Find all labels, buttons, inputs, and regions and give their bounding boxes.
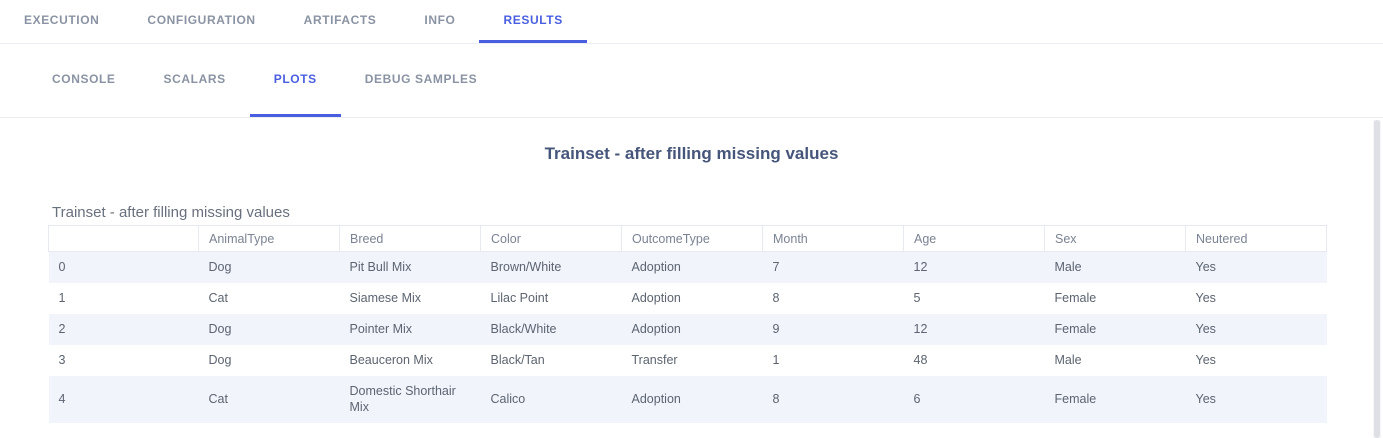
column-header-animaltype: AnimalType <box>198 225 340 252</box>
cell-outcometype: Adoption <box>631 391 681 406</box>
plot-panel: Trainset - after filling missing values … <box>0 118 1383 424</box>
cell-neutered: Yes <box>1195 260 1216 274</box>
cell-animaltype: Cat <box>208 391 228 406</box>
plot-title: Trainset - after filling missing values <box>544 144 839 163</box>
tab-artifacts[interactable]: ARTIFACTS <box>303 13 377 27</box>
cell-age: 6 <box>913 391 921 406</box>
cell-animaltype: Dog <box>208 321 232 336</box>
cell-age: 12 <box>913 321 928 336</box>
tab-execution[interactable]: EXECUTION <box>24 13 100 27</box>
subtab-debug-samples[interactable]: DEBUG SAMPLES <box>364 72 478 86</box>
cell-age: 5 <box>913 290 921 305</box>
cell-color: Black/White <box>490 321 557 336</box>
table-row: 1 Cat Siamese Mix Lilac Point Adoption 8… <box>48 282 1327 314</box>
table-row: 0 Dog Pit Bull Mix Brown/White Adoption … <box>48 251 1327 283</box>
table-title: Trainset - after filling missing values <box>52 204 290 221</box>
cell-month: 1 <box>772 352 780 367</box>
cell-neutered: Yes <box>1195 290 1216 305</box>
column-header-index <box>48 225 199 252</box>
cell-sex: Female <box>1054 391 1097 406</box>
cell-index: 1 <box>58 290 66 305</box>
cell-neutered: Yes <box>1195 321 1216 336</box>
subtab-scalars[interactable]: SCALARS <box>163 72 226 86</box>
cell-animaltype: Cat <box>208 290 228 305</box>
tab-results[interactable]: RESULTS <box>479 0 587 43</box>
column-header-outcometype: OutcomeType <box>621 225 763 252</box>
cell-animaltype: Dog <box>208 352 232 367</box>
data-table: AnimalType Breed Color OutcomeType Month… <box>48 225 1327 424</box>
cell-color: Lilac Point <box>490 290 549 305</box>
cell-sex: Female <box>1054 290 1097 305</box>
cell-month: 7 <box>772 260 780 274</box>
subtab-console[interactable]: CONSOLE <box>52 72 116 86</box>
table-row: 4 Cat Domestic Shorthair Mix Calico Adop… <box>48 375 1327 424</box>
tab-info[interactable]: INFO <box>424 13 456 27</box>
cell-breed: Domestic Shorthair Mix <box>349 383 456 415</box>
cell-outcometype: Adoption <box>631 290 681 305</box>
cell-month: 9 <box>772 321 780 336</box>
cell-breed: Pit Bull Mix <box>349 260 412 274</box>
cell-animaltype: Dog <box>208 260 232 274</box>
cell-outcometype: Adoption <box>631 321 681 336</box>
column-header-color: Color <box>480 225 622 252</box>
cell-sex: Male <box>1054 352 1082 367</box>
cell-neutered: Yes <box>1195 391 1216 406</box>
cell-index: 2 <box>58 321 66 336</box>
cell-color: Black/Tan <box>490 352 545 367</box>
cell-month: 8 <box>772 290 780 305</box>
cell-sex: Male <box>1054 260 1082 274</box>
cell-color: Calico <box>490 391 526 406</box>
cell-month: 8 <box>772 391 780 406</box>
cell-breed: Pointer Mix <box>349 321 413 336</box>
vertical-scrollbar[interactable] <box>1373 120 1381 438</box>
scrollbar-thumb[interactable] <box>1374 120 1380 438</box>
top-tab-bar: EXECUTION CONFIGURATION ARTIFACTS INFO R… <box>0 0 1383 44</box>
cell-index: 3 <box>58 352 66 367</box>
cell-age: 12 <box>913 260 928 274</box>
cell-outcometype: Transfer <box>631 352 678 367</box>
column-header-sex: Sex <box>1044 225 1186 252</box>
cell-index: 4 <box>58 391 66 406</box>
plot-table-container: Trainset - after filling missing values … <box>48 204 1327 424</box>
tab-configuration[interactable]: CONFIGURATION <box>147 13 256 27</box>
cell-index: 0 <box>58 260 66 274</box>
cell-age: 48 <box>913 352 928 367</box>
cell-breed: Beauceron Mix <box>349 352 433 367</box>
sub-tab-bar: CONSOLE SCALARS PLOTS DEBUG SAMPLES <box>0 44 1383 118</box>
column-header-month: Month <box>762 225 904 252</box>
cell-neutered: Yes <box>1195 352 1216 367</box>
subtab-plots[interactable]: PLOTS <box>249 44 341 117</box>
cell-sex: Female <box>1054 321 1097 336</box>
column-header-breed: Breed <box>339 225 481 252</box>
table-header-row: AnimalType Breed Color OutcomeType Month… <box>48 225 1327 252</box>
cell-color: Brown/White <box>490 260 562 274</box>
table-row: 3 Dog Beauceron Mix Black/Tan Transfer 1… <box>48 344 1327 376</box>
column-header-neutered: Neutered <box>1185 225 1327 252</box>
table-row: 2 Dog Pointer Mix Black/White Adoption 9… <box>48 313 1327 345</box>
cell-outcometype: Adoption <box>631 260 681 274</box>
column-header-age: Age <box>903 225 1045 252</box>
cell-breed: Siamese Mix <box>349 290 422 305</box>
